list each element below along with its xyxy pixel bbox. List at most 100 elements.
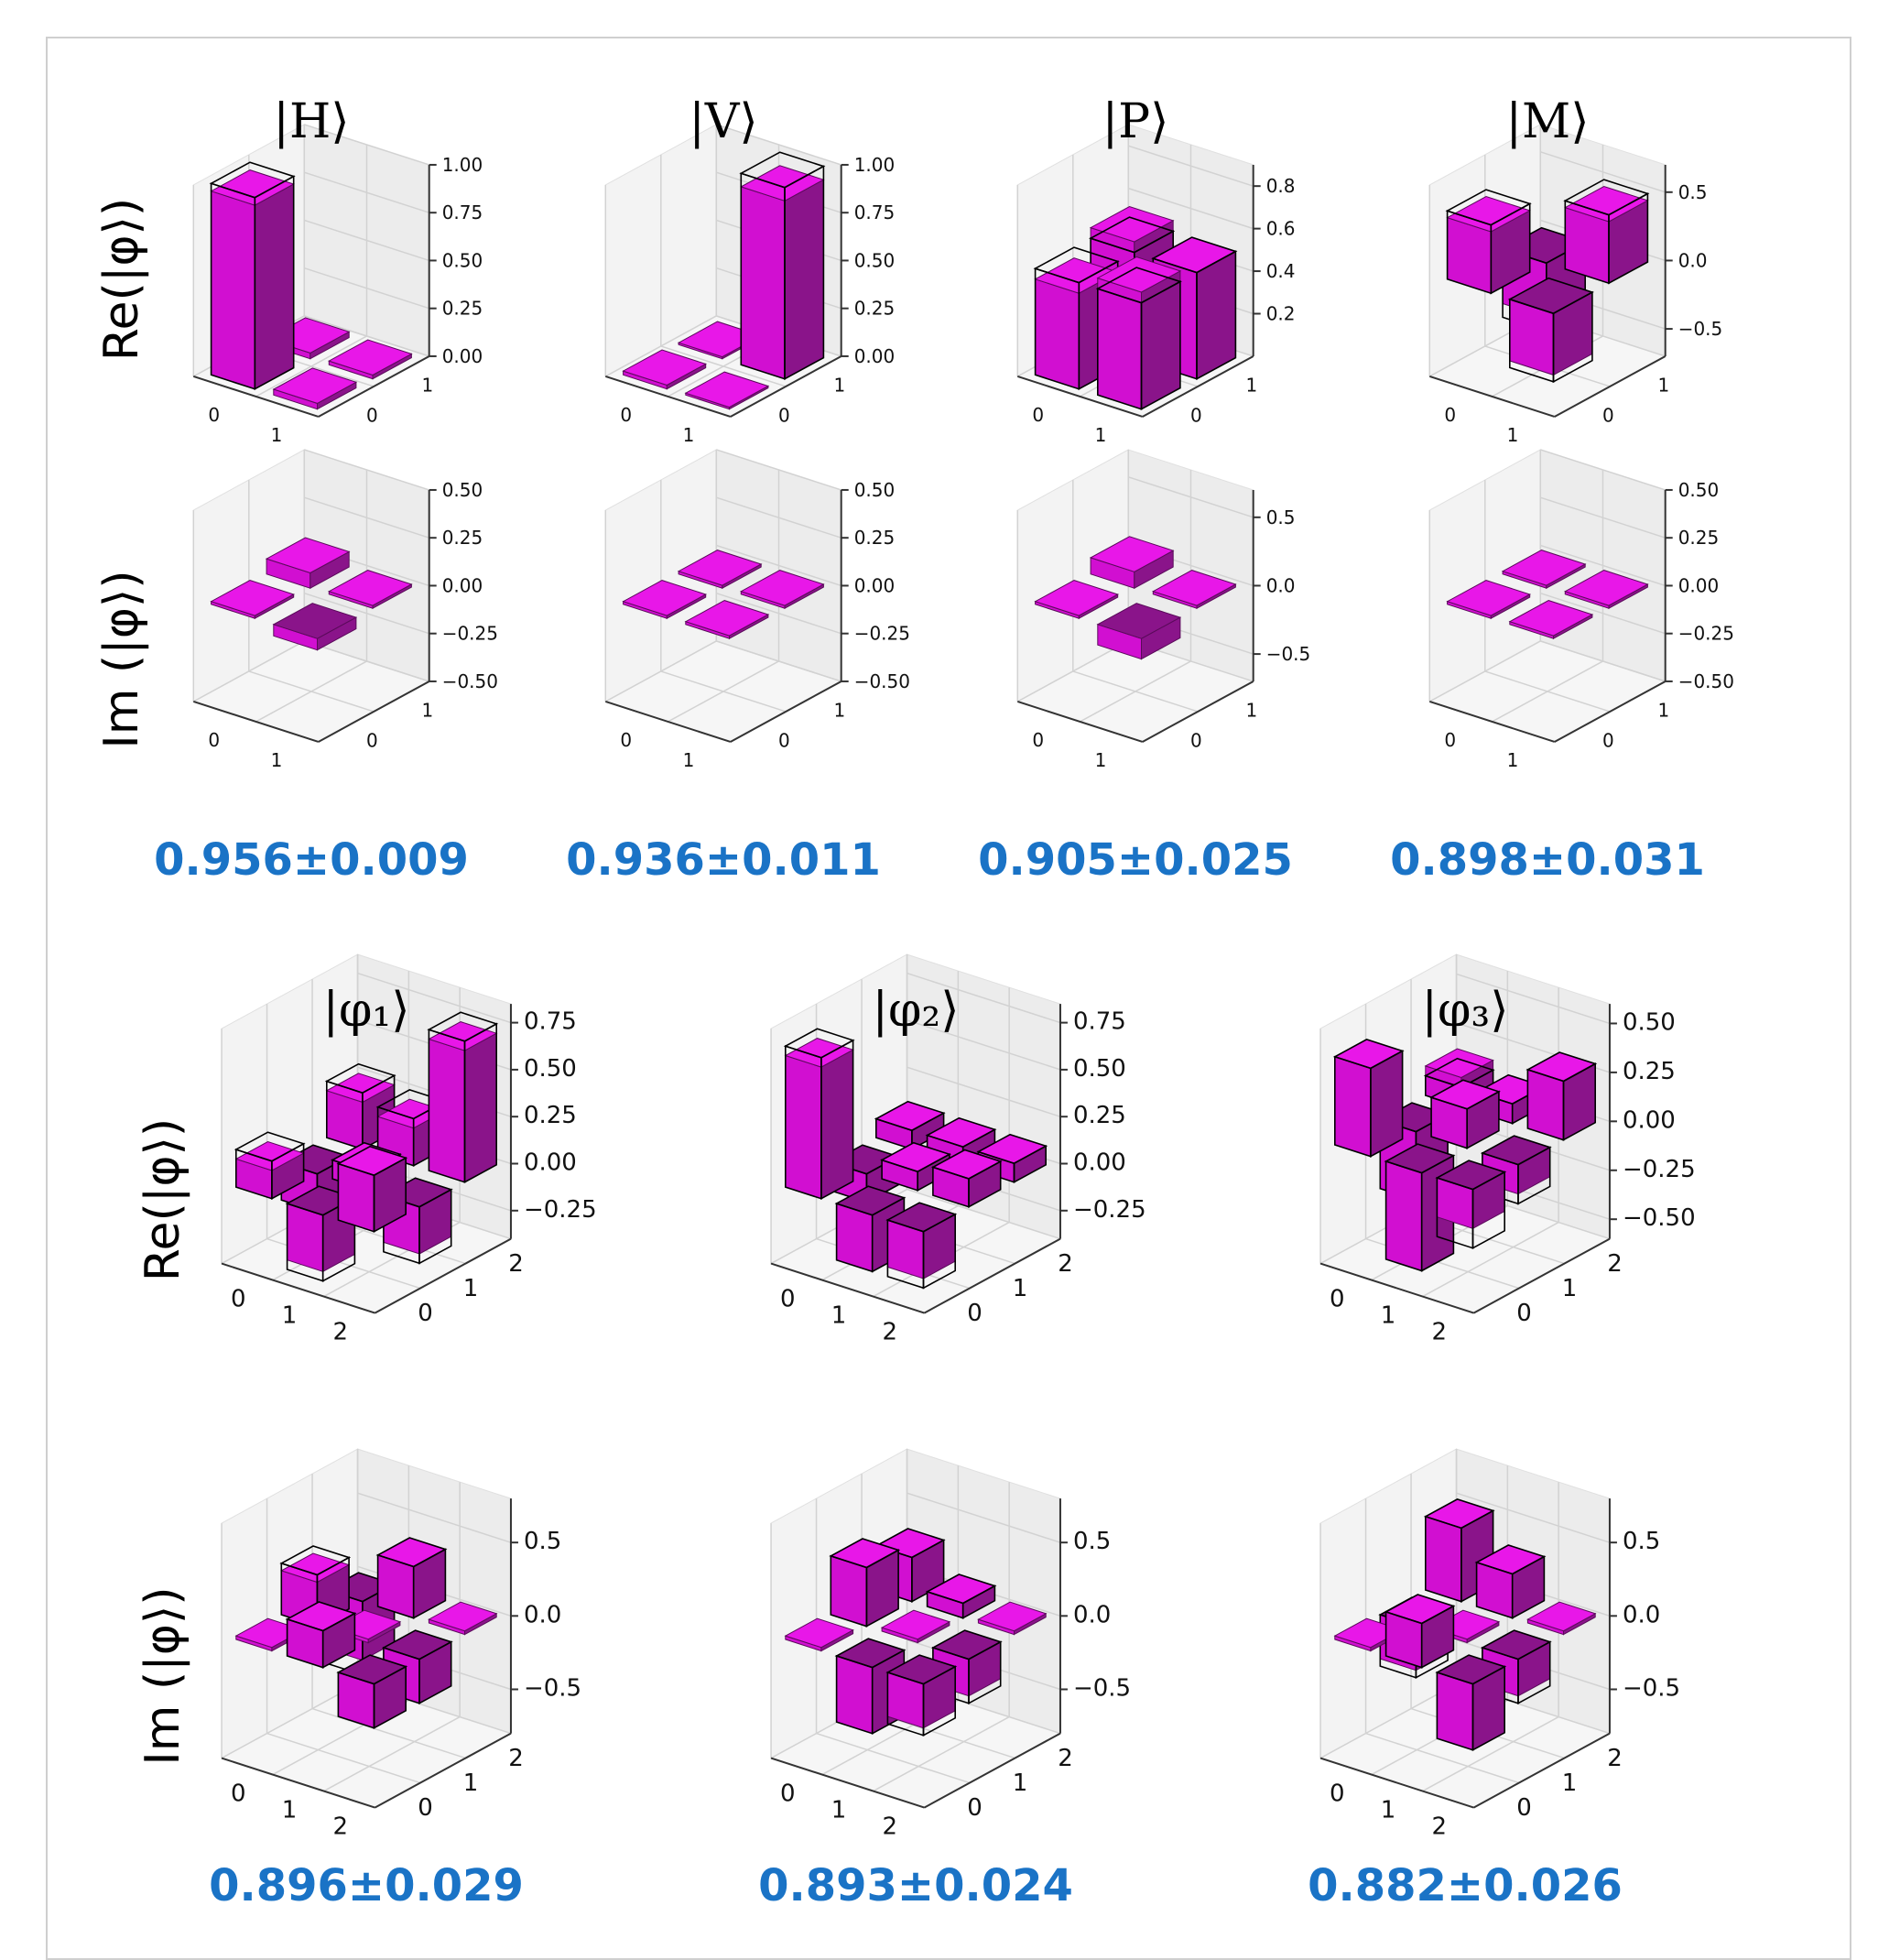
z-tick-label: 0.5 [1623,1528,1660,1555]
grid-line [357,972,512,1024]
bar-0-0 [783,1028,855,1201]
ideal-outline [1151,236,1238,274]
chart-panel-2: 0 1 0 1 1.00 0.75 0.50 0.25 0.00 |V⟩ 0.936±0.011 [566,94,895,886]
x-tick-label: 0 [231,1780,246,1808]
ideal-outline [925,1573,997,1605]
bar-face-top [622,580,707,616]
ideal-outline [930,1149,1003,1180]
y-tick-label: 1 [1013,1769,1028,1797]
bar-1-0 [1096,603,1182,660]
bar-2-0 [1435,1654,1507,1752]
x-tick-label: 2 [883,1319,898,1346]
z-tick-label: −0.50 [442,670,498,692]
z-tick-label: 0.00 [1073,1149,1126,1176]
z-tick-label: 0.8 [1266,175,1296,197]
bar-0-0 [1445,189,1532,295]
bar-1-1 [1152,570,1237,610]
chart-panel-7: 0 1 0 1 0.50 0.25 0.00 −0.25 −0.50 [1428,449,1734,771]
bar-face-top [1424,1048,1494,1079]
ideal-outline [1384,1594,1456,1625]
grid-line [716,124,841,166]
bar-0-2 [1423,1498,1495,1603]
ideal-outline [1445,189,1532,226]
chart-panel-12: 0120120.500.250.00−0.25−0.50|φ₃⟩0.882±0.… [1308,953,1696,1911]
z-tick-label: 0.00 [854,345,896,367]
bar-face-side [820,1049,854,1200]
bar-face-top [1501,550,1587,586]
grid-line [221,1682,358,1759]
bar-0-0 [233,1131,306,1201]
x-tick-label: 0 [208,404,220,426]
bar-face-top [1096,603,1182,639]
bar-face-top [1089,205,1175,243]
z-tick-label: 0.50 [854,479,896,501]
bar-face-front [785,1054,822,1200]
bar-face-top [265,537,351,574]
bar-face-top [272,367,358,404]
y-axis [923,1237,1061,1314]
row-label-im: Im (|φ⟩) [94,570,149,748]
bar-2-0 [885,1202,958,1290]
panel-title: |φ₃⟩ [1421,983,1508,1038]
x-tick-label: 0 [1330,1780,1345,1808]
bar-face-side [1196,250,1236,380]
z-tick-label: 0.25 [524,1102,577,1129]
bar-0-0 [622,349,707,390]
bar-2-2 [427,1011,499,1184]
y-axis [1472,1732,1611,1809]
y-tick-label: 0 [778,404,790,426]
y-tick-label: 0 [1516,1300,1532,1327]
y-axis [318,681,430,743]
ideal-outline [1507,277,1594,315]
bar-face-top [1508,600,1594,637]
z-tick-label: 0.50 [1073,1055,1126,1083]
bar-1-0 [1384,1594,1456,1669]
panel-title: |φ₁⟩ [322,983,409,1038]
x-axis [1016,375,1144,418]
bar-1-2 [1474,1544,1547,1619]
ideal-outline [1435,1654,1507,1685]
bar-0-0 [210,580,295,620]
z-tick-label: 0.75 [442,201,483,223]
grid-line [1540,449,1666,491]
z-tick-label: 0.5 [1073,1528,1111,1555]
chart-panel-6: 0 1 0 1 0.5 0.0 −0.5 |M⟩ 0.898±0.031 [1390,94,1722,886]
grid-line [716,496,841,539]
bar-face-side [1370,1050,1404,1158]
y-tick-label: 2 [1058,1250,1073,1278]
z-tick-label: 0.75 [1073,1008,1126,1036]
z-tick-label: 0.00 [442,345,483,367]
grid-line [304,496,429,539]
grid-line [907,1019,1061,1071]
fidelity-value: 0.882±0.026 [1308,1860,1623,1911]
z-tick-label: 0.00 [854,574,896,596]
grid-line [716,544,841,587]
y-tick-label: 2 [1607,1250,1623,1278]
chart-panel-4: 0 1 0 1 0.8 0.6 0.4 0.2 |P⟩ 0.905±0.025 [978,94,1295,886]
grid-line [907,1188,1061,1240]
y-tick-label: 0 [418,1300,433,1327]
bar-1-1 [1429,1079,1501,1149]
grid-line [1422,1715,1559,1792]
chart-panel-11: 0 1 2 0 1 2 0.5 0.0 −0.5 [769,1448,1131,1841]
z-tick-label: −0.50 [854,670,910,692]
chart-panel-13: 0 1 2 0 1 2 0.5 0.0 −0.5 [1319,1448,1680,1841]
ideal-outline [1423,1498,1495,1530]
row-label-re: Re(|φ⟩) [136,1118,190,1281]
bar-2-1 [1480,1629,1552,1705]
grid-line [716,640,841,682]
x-axis [192,375,320,418]
z-tick-label: 0.00 [442,574,483,596]
bar-face-top [210,580,295,616]
grid-line [1365,1732,1520,1784]
x-tick-label: 1 [1507,424,1519,446]
row-label-re: Re(|φ⟩) [94,198,149,361]
bar-face-top [1526,1601,1597,1632]
bar-0-1 [677,550,763,590]
ideal-outline [285,1601,357,1632]
bar-face-top [684,371,770,408]
bar-face-top [1034,580,1119,616]
x-tick-label: 0 [208,729,220,751]
bar-2-0 [1435,1160,1507,1250]
bar-2-2 [977,1601,1048,1636]
